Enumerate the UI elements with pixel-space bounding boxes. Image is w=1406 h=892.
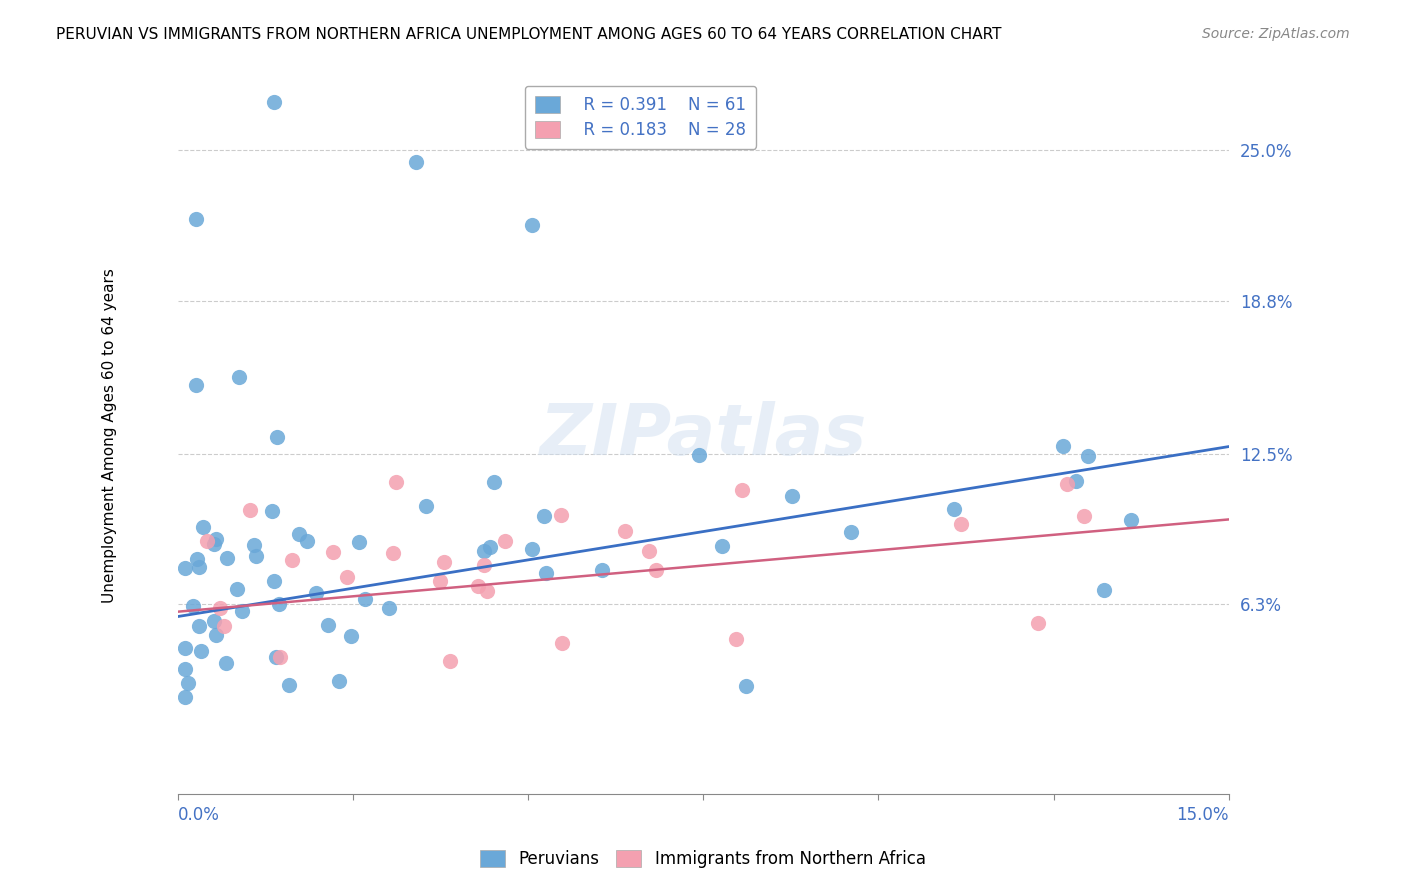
Legend:   R = 0.391    N = 61,   R = 0.183    N = 28: R = 0.391 N = 61, R = 0.183 N = 28 [524,86,756,149]
Point [288,526,311,541]
Point [710,539,733,553]
Point [186,552,208,566]
Point [295,533,318,548]
Point [347,535,370,549]
Point [191,520,214,534]
Point [1119,513,1142,527]
Point [384,475,406,490]
Text: ZIPatlas: ZIPatlas [540,401,868,470]
Point [214,657,236,671]
Point [202,537,225,551]
Point [340,629,363,643]
Point [415,499,437,513]
Point [1064,475,1087,489]
Point [613,524,636,538]
Point [550,508,572,522]
Point [472,558,495,572]
Point [173,662,195,676]
Point [429,574,451,589]
Point [475,584,498,599]
Legend: Peruvians, Immigrants from Northern Africa: Peruvians, Immigrants from Northern Afri… [474,843,932,875]
Point [638,544,661,558]
Point [551,636,574,650]
Point [263,95,285,109]
Point [209,601,232,615]
Point [202,615,225,629]
Point [177,676,200,690]
Point [942,501,965,516]
Point [378,601,401,615]
Point [1028,615,1050,630]
Point [228,370,250,384]
Point [467,579,489,593]
Point [472,544,495,558]
Point [264,649,287,664]
Point [226,582,249,596]
Point [725,632,748,646]
Point [184,211,207,226]
Point [405,154,427,169]
Point [195,533,218,548]
Point [1056,476,1078,491]
Point [336,569,359,583]
Point [354,592,377,607]
Point [212,619,235,633]
Point [482,475,505,489]
Point [190,643,212,657]
Point [263,574,285,588]
Point [173,561,195,575]
Point [281,552,304,566]
Point [839,524,862,539]
Text: Source: ZipAtlas.com: Source: ZipAtlas.com [1202,27,1350,41]
Point [187,560,209,574]
Point [322,544,344,558]
Point [520,218,543,232]
Point [184,377,207,392]
Point [479,540,502,554]
Point [183,599,205,613]
Point [173,690,195,705]
Point [533,509,555,524]
Text: Unemployment Among Ages 60 to 64 years: Unemployment Among Ages 60 to 64 years [101,268,117,603]
Point [205,532,228,546]
Point [266,430,288,444]
Point [645,563,668,577]
Point [245,549,267,563]
Point [688,448,710,462]
Point [731,483,754,498]
Point [278,678,301,692]
Point [215,550,238,565]
Point [242,538,264,552]
Point [188,618,211,632]
Point [260,503,283,517]
Point [382,546,405,560]
Point [231,604,253,618]
Text: 0.0%: 0.0% [177,806,219,824]
Point [328,674,350,689]
Point [1073,509,1095,524]
Point [534,566,557,580]
Point [734,679,756,693]
Point [239,503,262,517]
Point [1052,439,1074,453]
Point [782,489,804,503]
Point [173,641,195,656]
Point [1092,582,1115,597]
Point [269,597,291,611]
Point [305,586,328,600]
Point [204,628,226,642]
Point [318,617,340,632]
Point [520,541,543,556]
Point [494,533,516,548]
Point [439,654,461,668]
Text: 15.0%: 15.0% [1177,806,1229,824]
Point [1077,450,1099,464]
Point [949,516,972,531]
Point [591,563,613,577]
Point [433,555,456,569]
Text: PERUVIAN VS IMMIGRANTS FROM NORTHERN AFRICA UNEMPLOYMENT AMONG AGES 60 TO 64 YEA: PERUVIAN VS IMMIGRANTS FROM NORTHERN AFR… [56,27,1001,42]
Point [269,649,291,664]
